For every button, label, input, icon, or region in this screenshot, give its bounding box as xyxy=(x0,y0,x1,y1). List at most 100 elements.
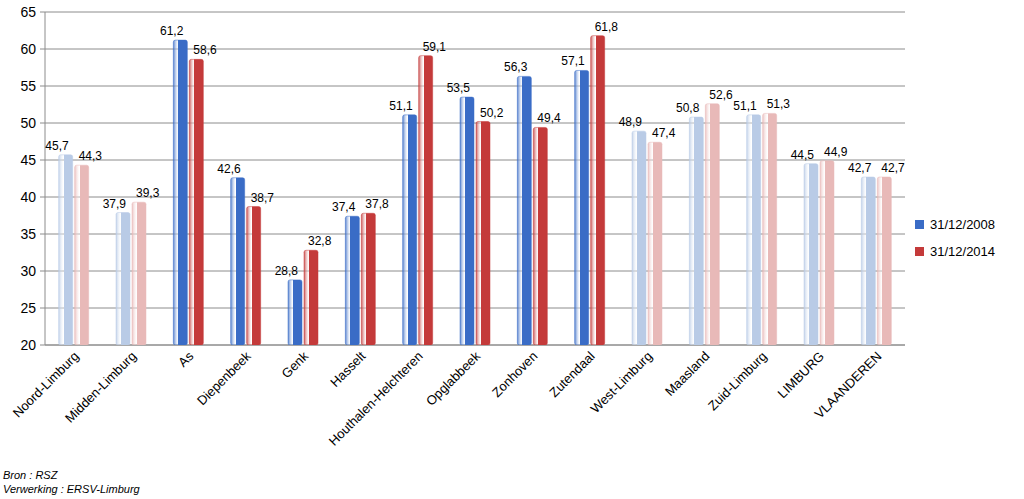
legend-label: 31/12/2014 xyxy=(930,244,995,259)
data-label: 53,5 xyxy=(447,81,471,95)
data-label: 61,2 xyxy=(160,24,184,38)
data-label: 42,7 xyxy=(848,161,872,175)
bar xyxy=(517,76,531,345)
y-tick-label: 50 xyxy=(20,115,36,131)
x-tick-label: LIMBURG xyxy=(775,349,827,401)
data-label: 58,6 xyxy=(193,43,217,57)
tick-mark xyxy=(40,234,45,235)
tick-mark xyxy=(40,197,45,198)
bars xyxy=(59,36,892,345)
x-tick-label: Opglabbeek xyxy=(423,348,484,409)
bar xyxy=(648,142,662,345)
bar xyxy=(403,115,417,345)
bar xyxy=(173,40,187,345)
data-label: 57,1 xyxy=(561,54,585,68)
y-tick-label: 25 xyxy=(20,300,36,316)
bar xyxy=(689,117,703,345)
x-tick-label: Zuid-Limburg xyxy=(705,349,770,414)
tick-mark xyxy=(40,86,45,87)
tick-mark xyxy=(40,12,45,13)
bar xyxy=(476,122,490,345)
data-label: 45,7 xyxy=(45,139,69,153)
x-tick-label: West-Limburg xyxy=(587,349,655,417)
tick-mark xyxy=(40,123,45,124)
y-tick-label: 40 xyxy=(20,189,36,205)
data-label: 50,2 xyxy=(480,106,504,120)
bar xyxy=(705,104,719,345)
data-label: 44,3 xyxy=(79,149,103,163)
y-axis xyxy=(45,12,46,345)
bar xyxy=(533,127,547,345)
bar xyxy=(877,177,891,345)
annotation: Verwerking : ERSV-Limburg xyxy=(3,483,141,495)
data-label: 42,7 xyxy=(881,161,905,175)
x-tick-label: Maasland xyxy=(662,349,712,399)
bar xyxy=(116,213,130,345)
tick-mark xyxy=(40,49,45,50)
tick-mark xyxy=(40,160,45,161)
legend-swatch xyxy=(915,247,924,256)
data-label: 42,6 xyxy=(217,162,241,176)
data-label: 44,9 xyxy=(824,145,848,159)
bar xyxy=(575,70,589,345)
bar xyxy=(288,280,302,345)
bar xyxy=(132,202,146,345)
x-tick-label: Zutendaal xyxy=(546,348,598,400)
x-tick-label: VLAANDEREN xyxy=(812,349,885,422)
x-tick-label: Houthalen-Helchteren xyxy=(326,349,426,449)
bar xyxy=(820,161,834,345)
y-tick-label: 35 xyxy=(20,226,36,242)
grid-line xyxy=(45,12,905,13)
tick-mark xyxy=(40,308,45,309)
data-label: 51,1 xyxy=(389,99,413,113)
y-tick-label: 55 xyxy=(20,78,36,94)
data-label: 48,9 xyxy=(619,115,643,129)
bar xyxy=(231,178,245,345)
data-label: 32,8 xyxy=(308,234,332,248)
y-tick-label: 60 xyxy=(20,41,36,57)
data-label: 28,8 xyxy=(275,264,299,278)
data-label: 50,8 xyxy=(676,101,700,115)
tick-mark xyxy=(40,345,45,346)
data-label: 61,8 xyxy=(595,20,619,34)
bar xyxy=(804,164,818,345)
data-label: 51,3 xyxy=(767,97,791,111)
x-tick-label: Diepenbeek xyxy=(194,348,254,408)
data-label: 51,1 xyxy=(733,99,757,113)
x-tick-label: Midden-Limburg xyxy=(62,349,139,426)
bar xyxy=(591,36,605,345)
bar xyxy=(861,177,875,345)
bar xyxy=(247,207,261,345)
x-tick-label: Zonhoven xyxy=(489,349,540,400)
x-tick-label: As xyxy=(175,348,197,370)
bar xyxy=(460,97,474,345)
y-tick-label: 20 xyxy=(20,337,36,353)
data-label: 37,4 xyxy=(332,200,356,214)
data-label: 56,3 xyxy=(504,60,528,74)
bar xyxy=(59,155,73,345)
bar xyxy=(419,56,433,345)
y-tick-label: 45 xyxy=(20,152,36,168)
bar xyxy=(763,113,777,345)
data-label: 49,4 xyxy=(537,111,561,125)
y-tick-label: 30 xyxy=(20,263,36,279)
data-label: 37,9 xyxy=(103,197,127,211)
x-tick-label: Genk xyxy=(279,348,312,381)
bar xyxy=(189,59,203,345)
bar xyxy=(345,216,359,345)
annotation: Bron : RSZ xyxy=(3,469,59,481)
data-label: 39,3 xyxy=(136,186,160,200)
data-label: 37,8 xyxy=(365,197,389,211)
data-label: 59,1 xyxy=(423,40,447,54)
bar xyxy=(75,165,89,345)
tick-mark xyxy=(40,271,45,272)
data-labels: 45,7 37,9 61,2 42,6 28,8 37,4 51,1 53,5 56,3 57,1… xyxy=(45,20,905,278)
bar xyxy=(747,115,761,345)
chart: 20 25 30 35 40 45 50 55 60 65 45,7 37,9 61,2 42,6 28,8… xyxy=(0,0,1024,499)
bar xyxy=(304,250,318,345)
data-label: 47,4 xyxy=(652,126,676,140)
bar xyxy=(361,213,375,345)
bar xyxy=(632,131,646,345)
legend-swatch xyxy=(915,220,924,229)
y-tick-label: 65 xyxy=(20,4,36,20)
